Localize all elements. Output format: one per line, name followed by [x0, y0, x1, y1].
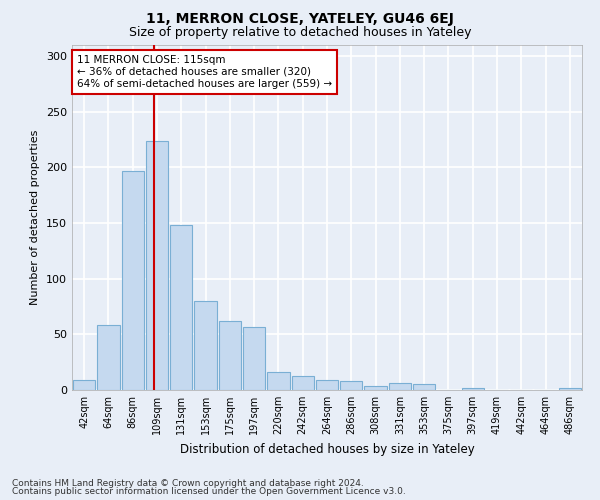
Bar	[461, 388, 484, 390]
Bar	[340, 381, 362, 390]
Bar	[146, 140, 168, 390]
Bar	[218, 321, 241, 390]
Bar	[194, 301, 217, 390]
X-axis label: Distribution of detached houses by size in Yateley: Distribution of detached houses by size …	[179, 442, 475, 456]
Bar	[364, 386, 387, 390]
Bar	[389, 384, 411, 390]
Bar	[413, 384, 436, 390]
Text: Contains public sector information licensed under the Open Government Licence v3: Contains public sector information licen…	[12, 487, 406, 496]
Bar	[243, 326, 265, 390]
Bar	[73, 380, 95, 390]
Bar	[170, 226, 193, 390]
Bar	[97, 326, 119, 390]
Bar	[122, 171, 144, 390]
Text: Contains HM Land Registry data © Crown copyright and database right 2024.: Contains HM Land Registry data © Crown c…	[12, 478, 364, 488]
Bar	[316, 380, 338, 390]
Bar	[267, 372, 290, 390]
Y-axis label: Number of detached properties: Number of detached properties	[31, 130, 40, 305]
Text: Size of property relative to detached houses in Yateley: Size of property relative to detached ho…	[129, 26, 471, 39]
Text: 11 MERRON CLOSE: 115sqm
← 36% of detached houses are smaller (320)
64% of semi-d: 11 MERRON CLOSE: 115sqm ← 36% of detache…	[77, 56, 332, 88]
Bar	[559, 388, 581, 390]
Bar	[292, 376, 314, 390]
Text: 11, MERRON CLOSE, YATELEY, GU46 6EJ: 11, MERRON CLOSE, YATELEY, GU46 6EJ	[146, 12, 454, 26]
